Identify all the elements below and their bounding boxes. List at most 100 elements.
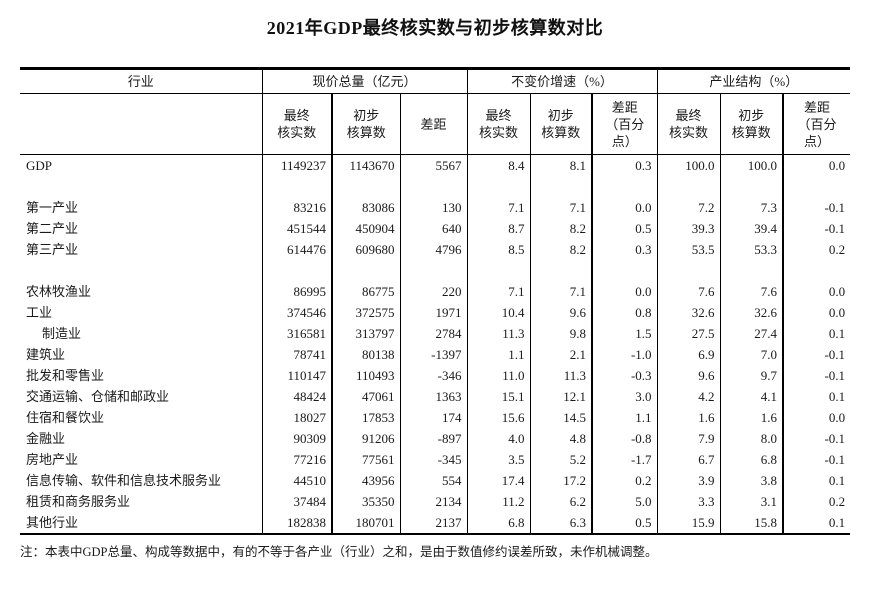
table-cell: 0.0 [828, 158, 846, 173]
table-cell: 5.2 [530, 449, 593, 470]
row-label: 第一产业 [20, 197, 263, 218]
table-body: GDP 1149237 1143670 5567 8.4 8.1 0.3 100.0 100.0… [20, 154, 851, 535]
table-cell: 6.7 [657, 449, 721, 470]
table-row: 批发和零售业 110147 110493 -346 11.0 11.3 -0.3 9.6 9.7… [20, 365, 850, 386]
table-cell: 450904 [332, 218, 401, 239]
table-cell: 0.1 [828, 326, 846, 341]
sub-header-gap-1: 差距 [400, 93, 468, 155]
table-cell: 0.0 [828, 305, 846, 320]
table-cell: 32.6 [657, 302, 721, 323]
table-cell: 77216 [262, 449, 333, 470]
table-cell: 614476 [262, 239, 333, 260]
table-cell: -0.1 [824, 200, 846, 215]
table-cell: 2.1 [530, 344, 593, 365]
table-cell: 7.3 [720, 197, 785, 218]
table-cell: 17.4 [467, 470, 531, 491]
table-cell: 12.1 [530, 386, 593, 407]
table-cell: 0.2 [592, 470, 658, 491]
sub-header-row: 最终 核实数 初步 核算数 差距 最终 核实数 初步 核算数 差距 （百分 点）… [20, 93, 851, 155]
group-header-constant-price-growth: 不变价增速（%） [467, 67, 658, 94]
table-cell: 8.5 [467, 239, 531, 260]
table-row: GDP 1149237 1143670 5567 8.4 8.1 0.3 100.0 100.0… [20, 154, 850, 176]
table-cell: 9.8 [530, 323, 593, 344]
table-cell: 39.4 [720, 218, 785, 239]
row-label: 房地产业 [20, 449, 263, 470]
table-cell: 4.0 [467, 428, 531, 449]
table-cell: 4.8 [530, 428, 593, 449]
table-cell: -345 [400, 449, 468, 470]
spacer-row [20, 260, 850, 281]
table-cell [657, 176, 721, 197]
table-cell: 37484 [262, 491, 333, 512]
table-cell: -0.1 [824, 431, 846, 446]
footnote: 注：本表中GDP总量、构成等数据中，有的不等于各产业（行业）之和，是由于数值修约… [20, 545, 658, 559]
table-cell [467, 260, 531, 281]
table-cell: 0.8 [592, 302, 658, 323]
row-label: 制造业 [20, 323, 263, 344]
row-label: 第三产业 [20, 239, 263, 260]
table-cell: 220 [400, 281, 468, 302]
table-cell: 7.1 [530, 281, 593, 302]
table-cell: -1.0 [592, 344, 658, 365]
table-cell: 7.9 [657, 428, 721, 449]
table-cell: 1149237 [262, 154, 333, 176]
sub-header-final-verified-3: 最终 核实数 [657, 93, 721, 155]
sub-header-preliminary-3: 初步 核算数 [720, 93, 785, 155]
table-cell: 174 [400, 407, 468, 428]
table-cell: 0.5 [592, 218, 658, 239]
row-label [20, 176, 263, 197]
table-cell: 3.8 [720, 470, 785, 491]
table-cell: 4.1 [720, 386, 785, 407]
table-cell [720, 260, 785, 281]
table-cell [332, 260, 401, 281]
sub-header-empty [20, 93, 263, 155]
group-header-current-price-total: 现价总量（亿元） [262, 67, 468, 94]
table-cell: 4.2 [657, 386, 721, 407]
gdp-comparison-table: 行业 现价总量（亿元） 不变价增速（%） 产业结构（%） 最终 核实数 初步 核… [20, 67, 851, 535]
table-cell: 27.5 [657, 323, 721, 344]
table-cell: 0.1 [828, 473, 846, 488]
table-cell: 6.2 [530, 491, 593, 512]
table-cell: 1.6 [657, 407, 721, 428]
sub-header-preliminary-2: 初步 核算数 [530, 93, 593, 155]
table-cell: 0.1 [783, 512, 851, 535]
table-cell: 554 [400, 470, 468, 491]
table-cell: -0.1 [824, 221, 846, 236]
table-cell: 316581 [262, 323, 333, 344]
table-cell [592, 260, 658, 281]
row-label: 农林牧渔业 [20, 281, 263, 302]
table-cell: 86995 [262, 281, 333, 302]
table-cell: 15.9 [657, 512, 721, 535]
table-row: 建筑业 78741 80138 -1397 1.1 2.1 -1.0 6.9 7.0 -0.1 [20, 344, 850, 365]
table-cell: 10.4 [467, 302, 531, 323]
table-cell [592, 176, 658, 197]
row-label: 工业 [20, 302, 263, 323]
table-cell: 1.5 [592, 323, 658, 344]
table-cell: 451544 [262, 218, 333, 239]
sub-header-final-verified-1: 最终 核实数 [262, 93, 333, 155]
table-cell: 372575 [332, 302, 401, 323]
table-cell: 15.1 [467, 386, 531, 407]
table-cell: 11.3 [530, 365, 593, 386]
table-cell: 7.1 [467, 281, 531, 302]
table-cell [530, 176, 593, 197]
row-label: 建筑业 [20, 344, 263, 365]
group-header-industry-structure: 产业结构（%） [657, 67, 851, 94]
row-label: 交通运输、仓储和邮政业 [20, 386, 263, 407]
table-cell: 11.3 [467, 323, 531, 344]
table-row: 住宿和餐饮业 18027 17853 174 15.6 14.5 1.1 1.6 1.6 0.0 [20, 407, 850, 428]
table-cell: 0.0 [828, 410, 846, 425]
table-cell: 35350 [332, 491, 401, 512]
table-row: 第一产业 83216 83086 130 7.1 7.1 0.0 7.2 7.3 -0.1 [20, 197, 850, 218]
table-cell [783, 176, 850, 197]
table-cell: 80138 [332, 344, 401, 365]
table-cell: 2134 [400, 491, 468, 512]
table-cell: 83086 [332, 197, 401, 218]
table-cell: 14.5 [530, 407, 593, 428]
table-cell: 86775 [332, 281, 401, 302]
table-cell: 53.3 [720, 239, 785, 260]
table-row: 租赁和商务服务业 37484 35350 2134 11.2 6.2 5.0 3.3 3.1 0.… [20, 491, 850, 512]
row-label [20, 260, 263, 281]
table-row: 农林牧渔业 86995 86775 220 7.1 7.1 0.0 7.6 7.6 0.0 [20, 281, 850, 302]
column-header-industry: 行业 [20, 67, 263, 94]
